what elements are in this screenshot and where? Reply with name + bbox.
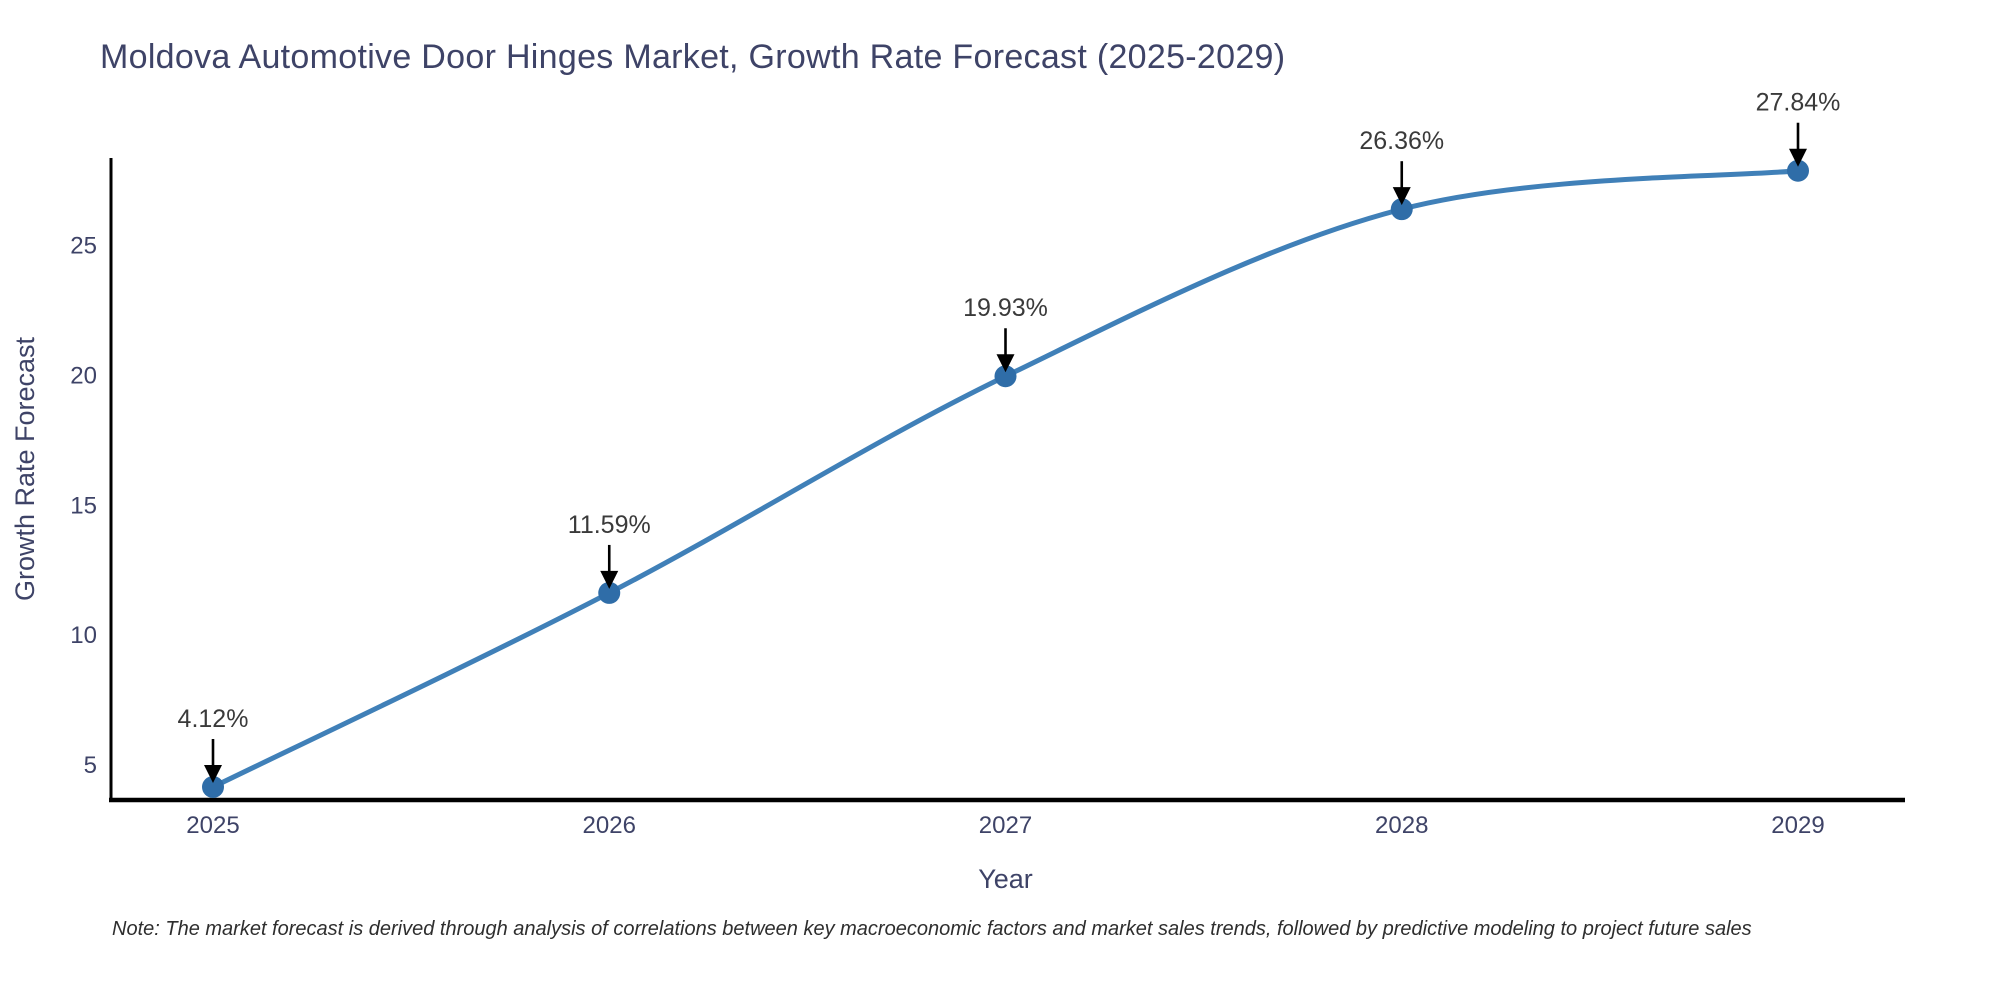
data-point-label: 19.93% — [963, 294, 1048, 322]
footnote: Note: The market forecast is derived thr… — [112, 918, 1752, 940]
x-tick-label: 2029 — [1771, 812, 1824, 839]
x-tick-label: 2026 — [583, 812, 636, 839]
y-tick-label: 15 — [70, 492, 97, 519]
data-point-label: 27.84% — [1756, 89, 1841, 117]
data-point-label: 26.36% — [1359, 127, 1444, 155]
forecast-line — [210, 168, 1801, 790]
y-tick-label: 5 — [84, 752, 97, 779]
annotation-arrow-head — [1392, 187, 1411, 206]
y-tick-label: 25 — [70, 233, 97, 260]
annotation-arrow-head — [600, 570, 619, 589]
x-tick-label: 2028 — [1375, 812, 1428, 839]
data-point-label: 4.12% — [178, 705, 249, 733]
chart-title: Moldova Automotive Door Hinges Market, G… — [100, 38, 1286, 76]
y-axis-title: Growth Rate Forecast — [10, 336, 40, 601]
data-point-marker — [202, 776, 224, 799]
x-tick-label: 2025 — [186, 812, 239, 839]
annotation-arrow-head — [204, 765, 222, 784]
data-point-marker — [598, 581, 621, 604]
data-point-label: 11.59% — [568, 511, 651, 539]
annotation-arrow-head — [996, 354, 1015, 373]
data-point-marker — [994, 365, 1017, 388]
y-tick-label: 20 — [70, 362, 97, 389]
annotation-arrow-head — [1789, 148, 1807, 167]
data-point-marker — [1787, 159, 1809, 182]
data-point-marker — [1390, 198, 1413, 221]
x-axis-title: Year — [978, 864, 1033, 894]
x-tick-label: 2027 — [979, 812, 1032, 839]
y-tick-label: 10 — [70, 622, 97, 649]
